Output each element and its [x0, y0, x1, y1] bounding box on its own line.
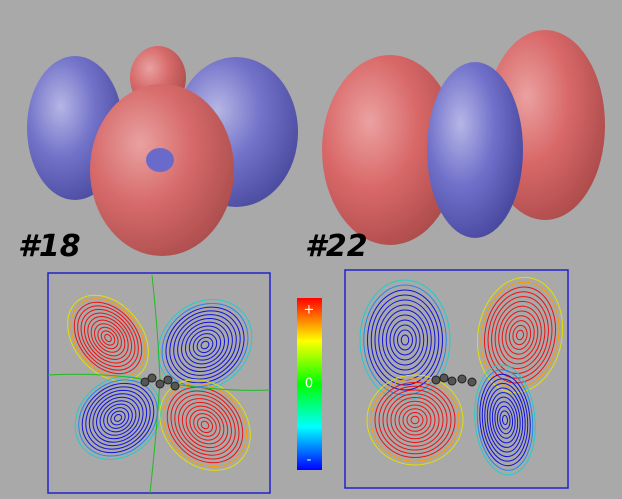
panel-label: #22: [305, 229, 368, 264]
contour: [148, 374, 156, 382]
contour: [440, 374, 448, 382]
contour: [448, 377, 456, 385]
colorbar-label: 0: [305, 377, 313, 392]
contour: [156, 380, 164, 388]
contour: [164, 376, 172, 384]
lobe: [427, 62, 523, 238]
colorbar-label: -: [307, 453, 312, 468]
contour: [171, 382, 179, 390]
figure: #18 #22 + 0 -: [0, 0, 622, 499]
lobe: [146, 148, 174, 172]
contour: [458, 375, 466, 383]
contour: [432, 376, 440, 384]
colorbar-label: +: [304, 303, 315, 318]
contour: [468, 378, 476, 386]
panel-label: #18: [18, 229, 81, 264]
